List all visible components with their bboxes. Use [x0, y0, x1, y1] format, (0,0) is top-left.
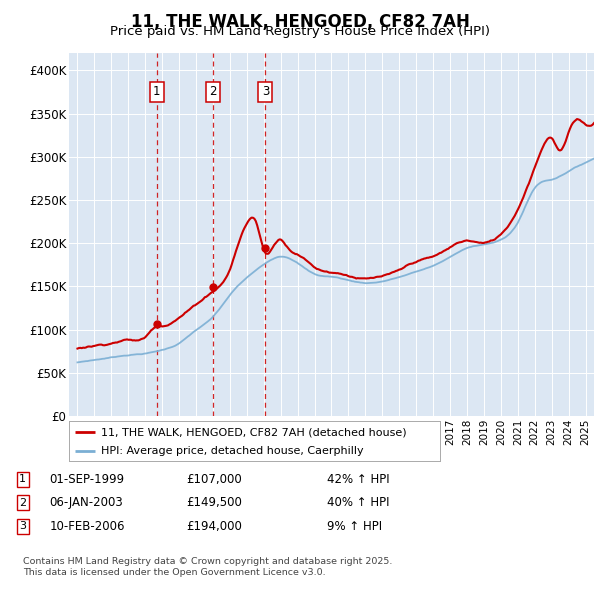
Text: This data is licensed under the Open Government Licence v3.0.: This data is licensed under the Open Gov… — [23, 568, 325, 577]
Text: 06-JAN-2003: 06-JAN-2003 — [49, 496, 123, 509]
Text: 9% ↑ HPI: 9% ↑ HPI — [327, 520, 382, 533]
Text: £194,000: £194,000 — [186, 520, 242, 533]
Text: 1: 1 — [153, 86, 160, 99]
Text: 3: 3 — [262, 86, 269, 99]
Text: 10-FEB-2006: 10-FEB-2006 — [49, 520, 125, 533]
Text: 2: 2 — [19, 498, 26, 507]
Text: Price paid vs. HM Land Registry's House Price Index (HPI): Price paid vs. HM Land Registry's House … — [110, 25, 490, 38]
Text: 2: 2 — [209, 86, 217, 99]
Text: 3: 3 — [19, 522, 26, 531]
Text: £149,500: £149,500 — [186, 496, 242, 509]
Text: 42% ↑ HPI: 42% ↑ HPI — [327, 473, 389, 486]
Text: 1: 1 — [19, 474, 26, 484]
Text: 11, THE WALK, HENGOED, CF82 7AH: 11, THE WALK, HENGOED, CF82 7AH — [131, 13, 469, 31]
Text: 11, THE WALK, HENGOED, CF82 7AH (detached house): 11, THE WALK, HENGOED, CF82 7AH (detache… — [101, 427, 406, 437]
Text: 40% ↑ HPI: 40% ↑ HPI — [327, 496, 389, 509]
Text: 01-SEP-1999: 01-SEP-1999 — [49, 473, 124, 486]
Text: £107,000: £107,000 — [186, 473, 242, 486]
Text: HPI: Average price, detached house, Caerphilly: HPI: Average price, detached house, Caer… — [101, 445, 363, 455]
Text: Contains HM Land Registry data © Crown copyright and database right 2025.: Contains HM Land Registry data © Crown c… — [23, 558, 392, 566]
